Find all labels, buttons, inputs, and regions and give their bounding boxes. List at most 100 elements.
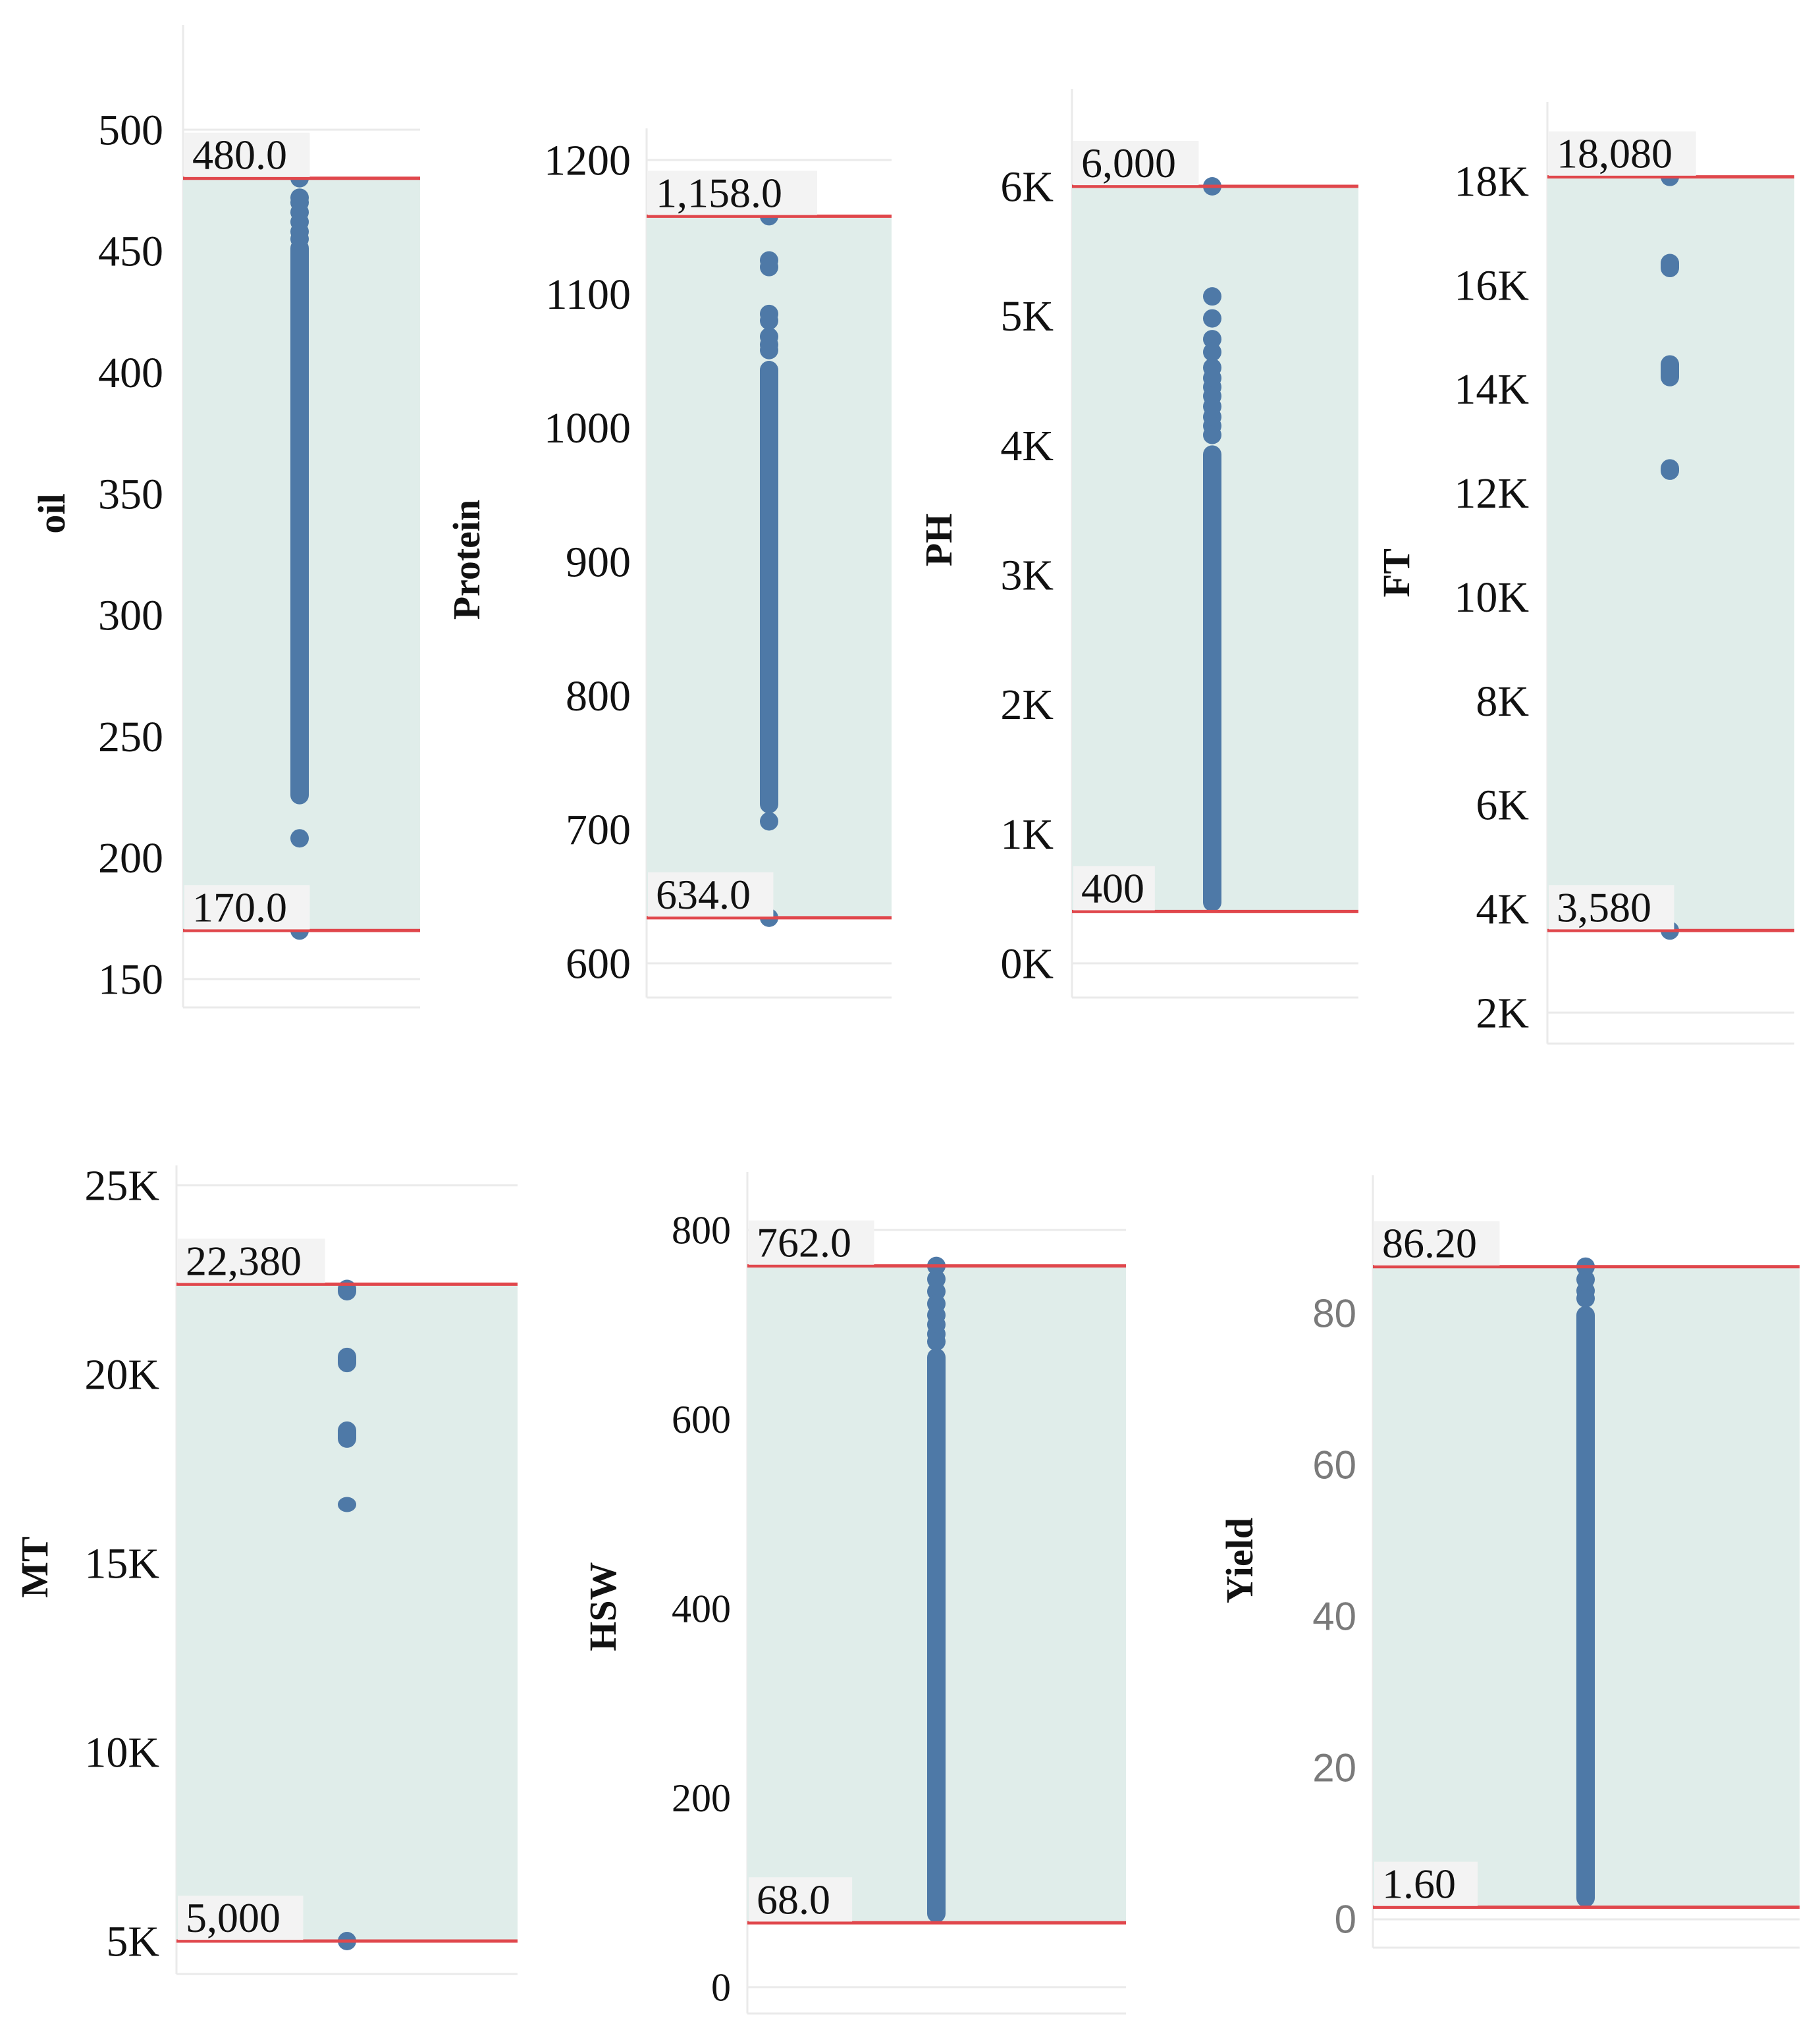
y-axis-title: FT (1375, 548, 1418, 597)
chart-panel-oil: 150 200 250 300 350 400 450 500 oil 480.0 170.0 (30, 25, 420, 1009)
y-tick-label: 5K (1000, 292, 1054, 340)
reference-label-bg (178, 1239, 325, 1283)
y-tick-label: 150 (98, 955, 163, 1003)
y-tick-label: 800 (672, 1208, 731, 1252)
y-axis-title: oil (30, 493, 73, 533)
y-tick-label: 900 (566, 538, 631, 586)
y-tick-label: 6K (1476, 782, 1529, 830)
y-tick-label: 0 (1335, 1897, 1356, 1941)
reference-label-lower: 170.0 (192, 884, 287, 930)
reference-label-lower: 3,580 (1557, 884, 1651, 930)
y-tick-label: 1200 (544, 136, 631, 184)
reference-label-bg (178, 1895, 304, 1940)
reference-label-bg (749, 1877, 853, 1922)
y-tick-label: 2K (1476, 989, 1529, 1037)
data-point-stack (1661, 253, 1679, 278)
shaded-band (1547, 176, 1794, 931)
y-axis-title: Protein (445, 500, 488, 620)
chart-panel-yield: 0 20 40 60 80 Yield 86.20 1.60 (1218, 1175, 1800, 1949)
y-tick-label: 350 (98, 470, 163, 518)
data-point (1203, 342, 1221, 361)
y-axis-title: HSW (581, 1562, 624, 1651)
data-point-stack (760, 361, 778, 814)
data-point (1203, 287, 1221, 306)
y-tick-label: 600 (672, 1398, 731, 1441)
y-tick-label: 800 (566, 672, 631, 720)
y-tick-label: 500 (98, 106, 163, 154)
data-point (1576, 1289, 1595, 1308)
data-point-stack (927, 1348, 946, 1923)
reference-label-bg (184, 132, 310, 177)
y-tick-label: 200 (672, 1776, 731, 1820)
data-point (927, 1332, 946, 1351)
reference-label-lower: 400 (1081, 865, 1144, 911)
chart-panel-mt: 5K 10K 15K 20K 25K MT 22,380 5,000 (13, 1161, 518, 1975)
y-tick-label: 10K (1454, 573, 1529, 622)
y-tick-label: 2K (1000, 681, 1054, 729)
data-point (1203, 330, 1221, 349)
y-tick-label: 1K (1000, 811, 1054, 859)
y-tick-label: 450 (98, 228, 163, 276)
y-tick-label: 14K (1454, 365, 1529, 413)
y-axis-title: PH (917, 514, 960, 567)
reference-label-upper: 22,380 (186, 1237, 302, 1284)
data-point (760, 311, 778, 330)
y-tick-label: 25K (84, 1161, 159, 1210)
reference-label-upper: 6,000 (1081, 140, 1176, 186)
y-tick-label: 10K (84, 1728, 159, 1776)
reference-label-upper: 86.20 (1382, 1220, 1477, 1267)
chart-panel-protein: 600 700 800 900 1000 1100 1200 Protein 1,158.0 63… (445, 128, 892, 999)
reference-label-bg (1374, 1861, 1478, 1906)
y-tick-label: 12K (1454, 469, 1529, 518)
data-point (290, 829, 309, 848)
y-tick-label: 3K (1000, 551, 1054, 599)
y-tick-label: 18K (1454, 157, 1529, 205)
data-point-stack (1203, 445, 1221, 912)
data-point (290, 229, 309, 248)
y-tick-label: 5K (106, 1917, 159, 1965)
data-point-stack (338, 1421, 356, 1448)
reference-label-bg (184, 885, 310, 930)
data-point (1203, 425, 1221, 444)
y-tick-label: 40 (1312, 1594, 1356, 1638)
chart-panel-ph: 0K 1K 2K 3K 4K 5K 6K PH 6,000 400 (917, 89, 1358, 999)
y-tick-label: 300 (98, 592, 163, 640)
data-point-stack (1576, 1306, 1595, 1907)
reference-label-upper: 1,158.0 (656, 169, 782, 216)
y-tick-label: 200 (98, 834, 163, 882)
data-point (760, 257, 778, 277)
data-point-stack (338, 1347, 356, 1373)
data-point-stack (338, 1497, 356, 1512)
reference-label-lower: 1.60 (1382, 1861, 1456, 1907)
y-axis-title: Yield (1218, 1518, 1261, 1603)
y-tick-label: 600 (566, 940, 631, 988)
y-tick-label: 20K (84, 1350, 159, 1399)
data-point-stack (1661, 355, 1679, 387)
y-tick-label: 0K (1000, 940, 1054, 988)
y-tick-label: 6K (1000, 163, 1054, 211)
y-tick-label: 8K (1476, 678, 1529, 726)
reference-label-upper: 762.0 (757, 1219, 851, 1266)
y-tick-label: 700 (566, 806, 631, 854)
y-tick-label: 80 (1312, 1291, 1356, 1335)
chart-panel-hsw: 0 200 400 600 800 HSW 762.0 68.0 (581, 1172, 1126, 2015)
reference-label-upper: 480.0 (192, 132, 287, 178)
shaded-band (176, 1284, 518, 1941)
reference-label-bg (1374, 1221, 1500, 1266)
reference-label-lower: 634.0 (656, 871, 751, 918)
y-tick-label: 15K (84, 1539, 159, 1587)
reference-label-upper: 18,080 (1557, 130, 1673, 177)
y-tick-label: 20 (1312, 1746, 1356, 1790)
y-tick-label: 250 (98, 713, 163, 761)
y-tick-label: 60 (1312, 1443, 1356, 1487)
chart-panel-ft: 2K 4K 6K 8K 10K 12K 14K 16K 18K FT 18,080 3,580 (1375, 102, 1794, 1045)
y-tick-label: 400 (672, 1587, 731, 1630)
y-tick-label: 1000 (544, 404, 631, 452)
y-tick-label: 400 (98, 349, 163, 397)
reference-label-bg (1549, 131, 1696, 176)
y-tick-label: 4K (1476, 886, 1529, 934)
y-axis-title: MT (13, 1536, 56, 1597)
reference-label-bg (648, 872, 774, 917)
y-tick-label: 4K (1000, 422, 1054, 470)
